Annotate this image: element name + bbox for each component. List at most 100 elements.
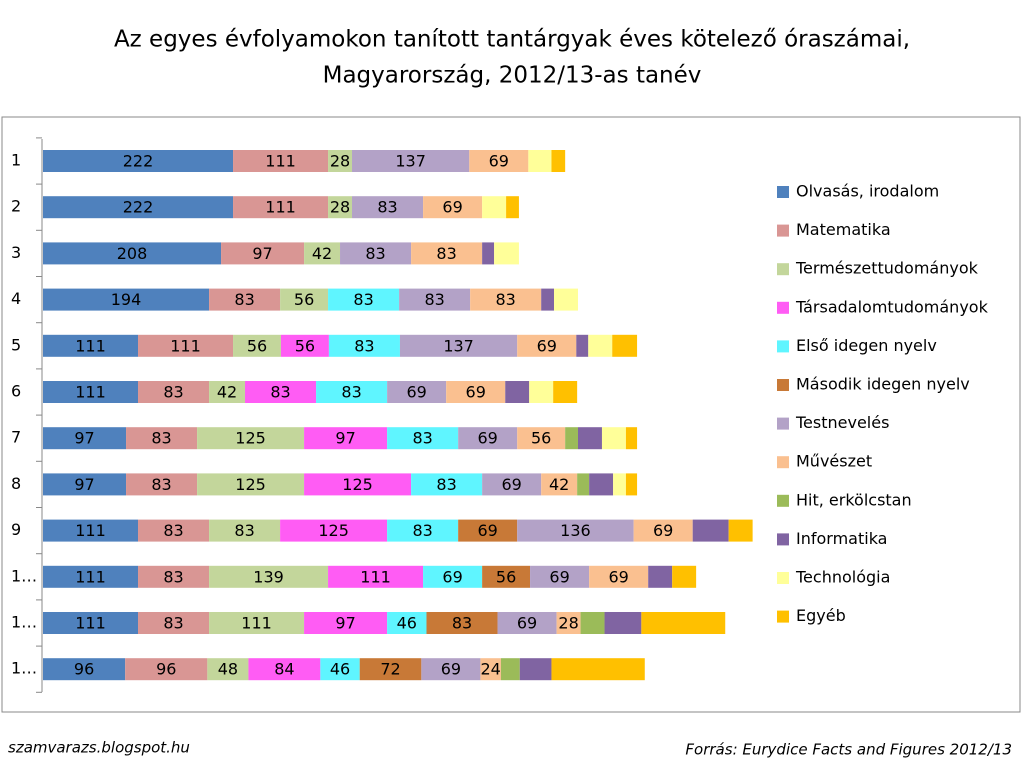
data-label: 28 bbox=[330, 198, 350, 217]
bar-segment bbox=[43, 519, 139, 542]
data-label: 69 bbox=[442, 567, 462, 586]
data-label: 46 bbox=[397, 614, 417, 633]
data-label: 97 bbox=[335, 614, 355, 633]
bar-segment bbox=[43, 658, 126, 681]
data-label: 97 bbox=[252, 244, 272, 263]
data-label: 111 bbox=[75, 614, 106, 633]
bar-segment bbox=[221, 242, 305, 265]
data-label: 83 bbox=[354, 336, 374, 355]
data-label: 111 bbox=[241, 614, 272, 633]
y-tick-label: 8 bbox=[11, 474, 21, 493]
legend-swatch bbox=[777, 610, 789, 623]
data-label: 56 bbox=[295, 336, 315, 355]
data-label: 222 bbox=[123, 198, 154, 217]
legend-label: Természettudományok bbox=[795, 259, 979, 278]
legend-label: Hit, erkölcstan bbox=[796, 490, 912, 509]
y-tick-label: 4 bbox=[11, 289, 21, 308]
data-label: 83 bbox=[353, 290, 373, 309]
data-label: 111 bbox=[265, 152, 296, 171]
data-label: 69 bbox=[501, 475, 521, 494]
bar-segment bbox=[411, 242, 483, 265]
data-label: 83 bbox=[234, 290, 254, 309]
data-label: 28 bbox=[558, 614, 578, 633]
bar-segment bbox=[541, 288, 555, 311]
data-label: 83 bbox=[495, 290, 515, 309]
bar-segment bbox=[554, 288, 578, 311]
legend-swatch bbox=[777, 572, 789, 584]
data-label: 69 bbox=[517, 614, 537, 633]
bar-segment bbox=[556, 612, 581, 634]
data-label: 56 bbox=[247, 336, 267, 355]
data-label: 83 bbox=[424, 290, 444, 309]
bar-segment bbox=[497, 612, 557, 634]
bar-segment bbox=[423, 565, 483, 588]
bar-segment bbox=[209, 565, 329, 588]
data-label: 42 bbox=[312, 244, 332, 263]
data-label: 83 bbox=[163, 567, 183, 586]
bar-segment bbox=[565, 427, 578, 450]
y-tick-label: 2 bbox=[11, 197, 21, 216]
bar-segment bbox=[399, 334, 518, 357]
bar-segment bbox=[209, 612, 305, 634]
bar-segment bbox=[399, 288, 471, 311]
legend-label: Informatika bbox=[796, 529, 887, 548]
bar-segment bbox=[580, 612, 605, 634]
data-label: 125 bbox=[342, 475, 373, 494]
data-label: 48 bbox=[218, 660, 238, 679]
bar-segment bbox=[589, 565, 649, 588]
bar-segment bbox=[328, 150, 353, 172]
bar-segment bbox=[43, 427, 127, 450]
legend-label: Matematika bbox=[796, 220, 891, 239]
bar-segment bbox=[588, 334, 613, 357]
legend-swatch bbox=[777, 263, 789, 276]
bar-segment bbox=[553, 381, 578, 403]
data-label: 69 bbox=[441, 660, 461, 679]
bar-segment bbox=[530, 565, 590, 588]
bar-segment bbox=[480, 658, 501, 681]
y-tick-label: 3 bbox=[11, 243, 21, 262]
bar-segment bbox=[209, 381, 246, 403]
data-label: 42 bbox=[549, 475, 569, 494]
footer-left: szamvarazs.blogspot.hu bbox=[8, 739, 190, 757]
legend-swatch bbox=[777, 494, 789, 507]
data-label: 83 bbox=[163, 521, 183, 540]
data-label: 83 bbox=[341, 383, 361, 402]
data-label: 69 bbox=[608, 567, 628, 586]
data-label: 83 bbox=[412, 521, 432, 540]
bar-segment bbox=[728, 519, 753, 542]
bar-segment bbox=[528, 150, 552, 172]
data-label: 69 bbox=[489, 152, 509, 171]
data-label: 111 bbox=[75, 383, 106, 402]
bar-segment bbox=[446, 381, 506, 403]
bar-segment bbox=[648, 565, 673, 588]
data-label: 83 bbox=[412, 429, 432, 448]
bar-segment bbox=[280, 334, 329, 357]
bar-segment bbox=[576, 334, 589, 357]
data-label: 83 bbox=[270, 383, 290, 402]
bar-segment bbox=[672, 565, 697, 588]
data-label: 69 bbox=[653, 521, 673, 540]
bar-segment bbox=[411, 473, 483, 496]
bar-segment bbox=[43, 473, 127, 496]
chart-subtitle: Magyarország, 2012/13-as tanév bbox=[323, 63, 702, 89]
bar-segment bbox=[304, 242, 341, 265]
y-tick-label: 1 bbox=[11, 151, 21, 170]
bar-segment bbox=[519, 658, 552, 681]
bar-segment bbox=[352, 196, 424, 219]
bar-segment bbox=[209, 519, 281, 542]
bar-segment bbox=[551, 150, 566, 172]
bar-segment bbox=[482, 473, 542, 496]
legend-label: Második idegen nyelv bbox=[796, 375, 970, 394]
bar-segment bbox=[469, 150, 529, 172]
bar-segment bbox=[494, 242, 519, 265]
data-label: 111 bbox=[265, 198, 296, 217]
bar-segment bbox=[625, 427, 638, 450]
bar-segment bbox=[126, 427, 198, 450]
bar-segment bbox=[529, 381, 554, 403]
bar-segment bbox=[633, 519, 693, 542]
bar-segment bbox=[482, 565, 531, 588]
plot-frame bbox=[1, 116, 1021, 713]
legend-swatch bbox=[777, 533, 789, 546]
data-label: 96 bbox=[156, 660, 176, 679]
bar-segment bbox=[517, 427, 566, 450]
